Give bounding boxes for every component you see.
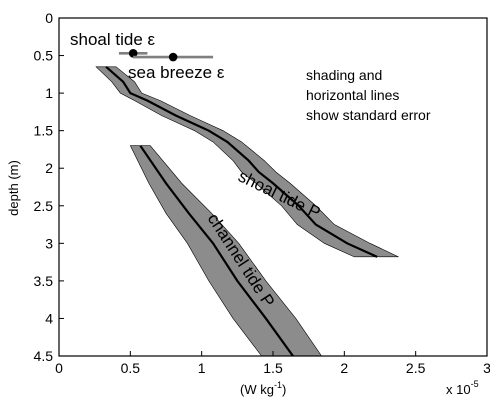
x-axis-multiplier: x 10-5 <box>446 379 479 397</box>
x-tick-label: 1.5 <box>263 360 283 376</box>
y-tick-label: 4.5 <box>34 348 54 364</box>
y-tick-label: 0.5 <box>34 48 54 64</box>
point-error-bars <box>118 49 214 62</box>
x-axis-ticks: 0 0.5 1 1.5 2 2.5 3 <box>55 351 490 376</box>
x-tick-label: 2.5 <box>406 360 426 376</box>
y-tick-label: 0 <box>45 10 53 26</box>
y-axis-ticks: 0 0.5 1 1.5 2 2.5 3 3.5 4 4.5 <box>34 10 64 364</box>
series-lines <box>105 65 378 357</box>
x-axis-title: (W kg-1) <box>240 380 286 397</box>
label-sea-breeze-epsilon: sea breeze ε <box>128 63 225 82</box>
annotation-line-3: show standard error <box>306 107 431 123</box>
label-shoal-tide-epsilon: shoal tide ε <box>70 30 155 49</box>
sea-breeze-point <box>168 52 178 62</box>
shoal-tide-point <box>128 49 138 58</box>
y-tick-label: 3.5 <box>34 273 54 289</box>
y-tick-label: 3 <box>45 235 53 251</box>
y-tick-label: 2 <box>45 160 53 176</box>
y-tick-label: 1.5 <box>34 123 54 139</box>
x-tick-label: 1 <box>198 360 206 376</box>
y-axis-title: depth (m) <box>6 160 21 216</box>
y-tick-label: 1 <box>45 85 53 101</box>
y-tick-label: 2.5 <box>34 198 54 214</box>
annotation-line-2: horizontal lines <box>306 87 399 103</box>
x-tick-label: 3 <box>483 360 490 376</box>
annotation-line-1: shading and <box>306 67 382 83</box>
x-tick-label: 2 <box>340 360 348 376</box>
shoal-tide-p-line <box>105 65 378 258</box>
y-tick-label: 4 <box>45 310 53 326</box>
channel-tide-p-line <box>139 145 294 357</box>
x-tick-label: 0 <box>55 360 63 376</box>
x-tick-label: 0.5 <box>121 360 141 376</box>
